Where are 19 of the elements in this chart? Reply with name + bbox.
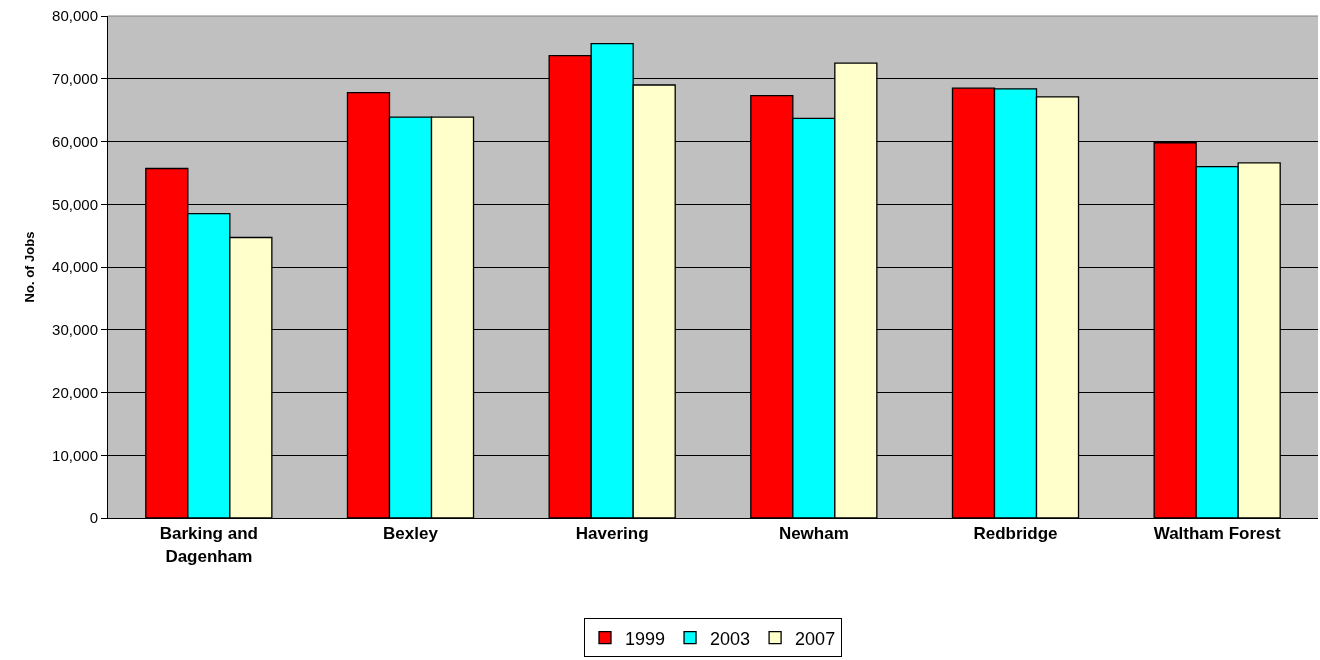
x-tick-label: Bexley [383, 524, 439, 544]
y-tick-label: 40,000 [52, 258, 98, 276]
y-axis-title: No. of Jobs [22, 231, 38, 303]
y-tick-label: 20,000 [52, 383, 98, 401]
legend-label: 1999 [625, 628, 666, 649]
y-tick-label: 60,000 [52, 132, 98, 150]
legend-label: 2003 [710, 628, 751, 649]
x-tick-label: Redbridge [973, 524, 1058, 544]
x-tick-label: Waltham Forest [1153, 524, 1281, 544]
y-tick-label: 10,000 [52, 446, 98, 464]
x-tick-label: Newham [778, 524, 849, 544]
y-tick-label: 0 [89, 509, 98, 527]
y-tick-label: 70,000 [52, 70, 98, 87]
x-tick-label: Barking and Dagenham [159, 524, 258, 566]
legend-label: 2007 [795, 628, 836, 649]
y-tick-label: 50,000 [52, 195, 98, 213]
y-tick-label: 30,000 [52, 321, 98, 338]
x-tick-label: Havering [575, 524, 649, 544]
y-tick-label: 80,000 [52, 7, 98, 25]
